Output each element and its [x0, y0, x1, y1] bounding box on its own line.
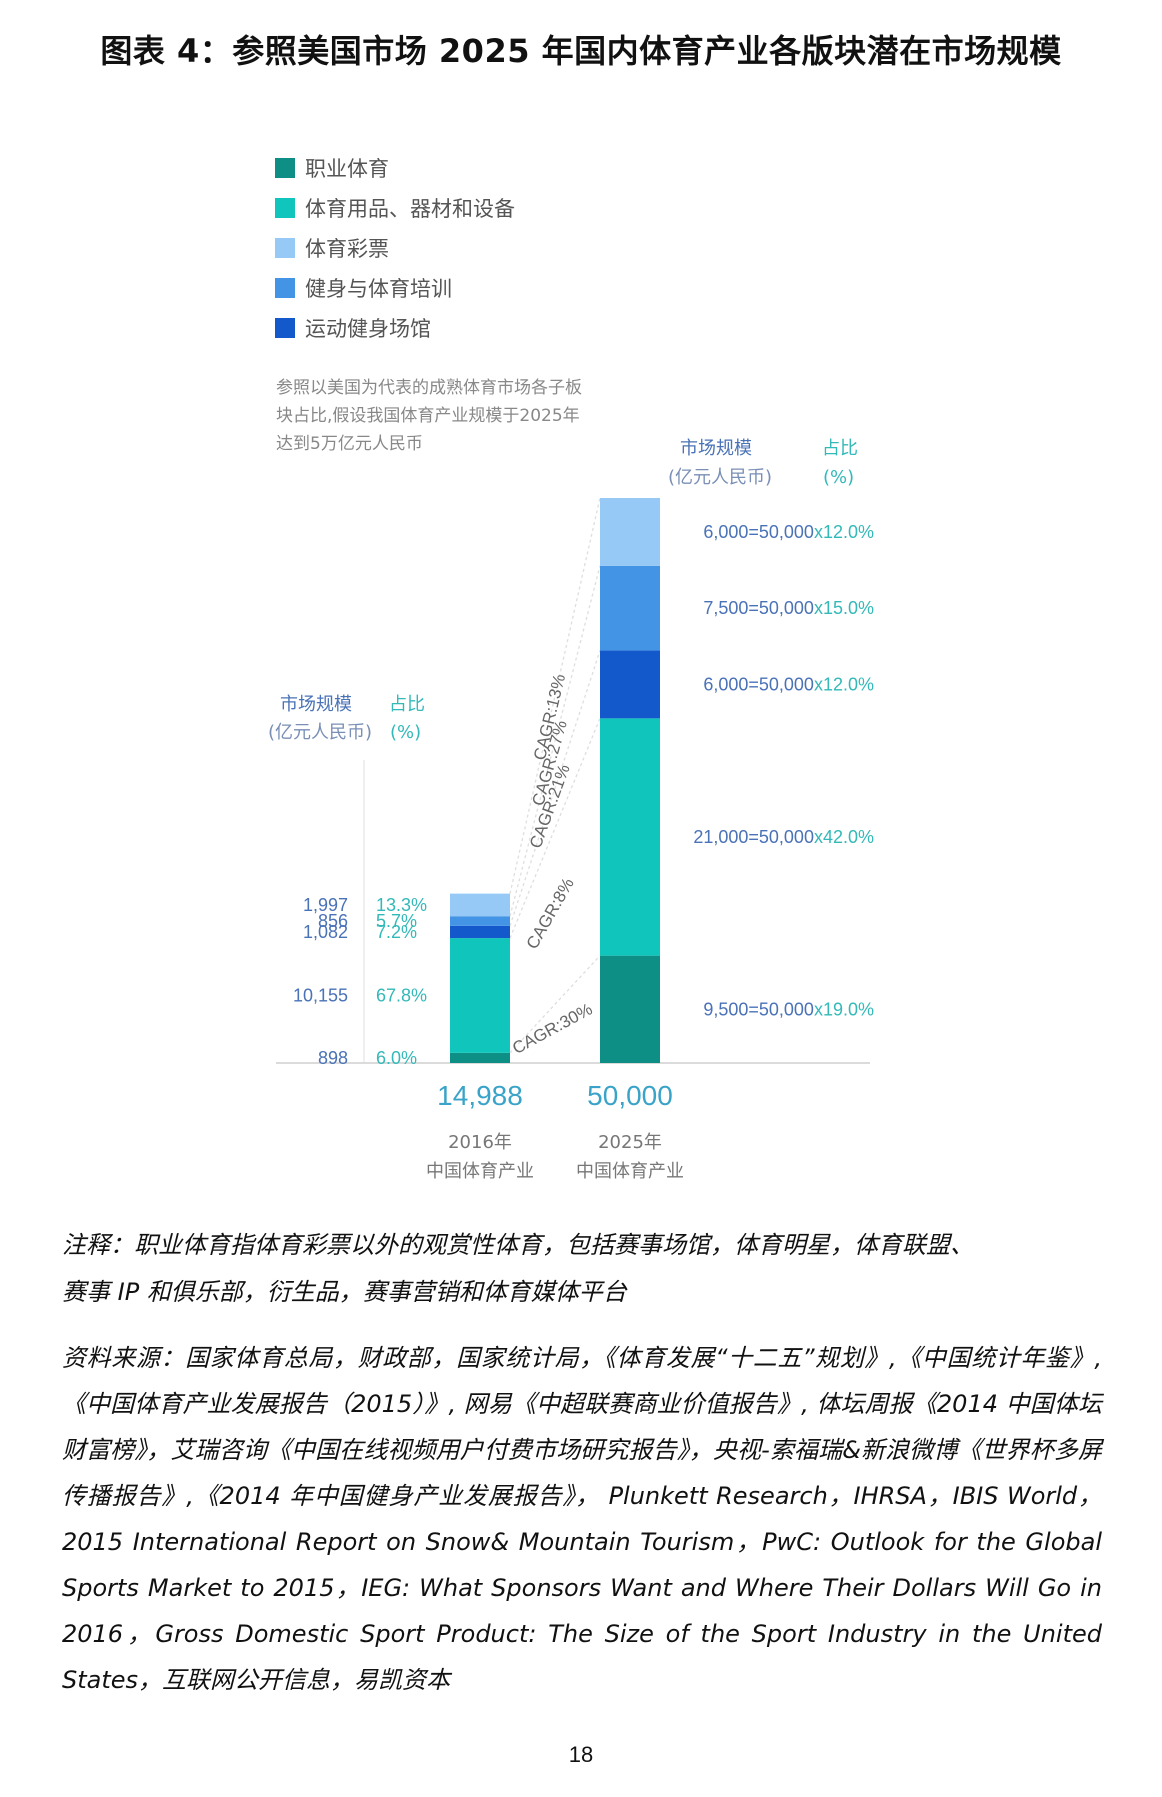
connector-line: [509, 565, 601, 917]
value-label-2016: 1,997: [303, 895, 348, 915]
category-label: 中国体育产业: [576, 1161, 684, 1182]
equation-label-2025: 6,000=50,000x12.0%: [703, 674, 874, 694]
share-label-2016: 67.8%: [376, 985, 427, 1005]
equation-pct: x12.0%: [814, 674, 874, 694]
equation-pct: x12.0%: [814, 522, 874, 542]
category-label: 2025年: [598, 1132, 662, 1153]
header-share-unit-2016: (%): [390, 722, 421, 743]
bar-segment: [600, 565, 660, 651]
bar-segment: [600, 498, 660, 566]
equation-label-2025: 21,000=50,000x42.0%: [693, 827, 874, 847]
note-line: 赛事 IP 和俱乐部，衍生品，赛事营销和体育媒体平台: [62, 1278, 627, 1306]
value-label-2016: 1,082: [303, 922, 348, 942]
legend-swatch: [275, 238, 295, 258]
header-share-2016: 占比: [389, 694, 425, 715]
legend-label: 运动健身场馆: [305, 317, 431, 341]
bar-segment: [600, 955, 660, 1063]
legend-swatch: [275, 278, 295, 298]
connector-line: [509, 955, 601, 1054]
share-label-2016: 7.2%: [376, 922, 417, 942]
equation-part: 6,000=50,000: [703, 674, 814, 694]
equation-pct: x15.0%: [814, 598, 874, 618]
bar-segment: [450, 916, 510, 926]
bar-segment: [450, 925, 510, 939]
legend-swatch: [275, 318, 295, 338]
assumption-line: 参照以美国为代表的成熟体育市场各子板: [276, 377, 582, 398]
header-market-size-2025: 市场规模: [680, 438, 752, 459]
assumption-line: 达到5万亿元人民币: [276, 434, 423, 454]
equation-pct: x19.0%: [814, 999, 874, 1019]
legend-swatch: [275, 158, 295, 178]
connector-line: [509, 650, 601, 927]
legend-swatch: [275, 198, 295, 218]
share-label-2016: 5.7%: [376, 911, 417, 931]
header-market-unit-2025: (亿元人民币): [668, 467, 772, 488]
total-label: 14,988: [437, 1080, 523, 1111]
equation-pct: x42.0%: [814, 827, 874, 847]
page-title: 图表 4：参照美国市场 2025 年国内体育产业各版块潜在市场规模: [100, 32, 1062, 70]
header-share-2025: 占比: [822, 438, 858, 459]
equation-part: 21,000=50,000: [693, 827, 814, 847]
bar-segment: [450, 938, 510, 1053]
value-label-2016: 10,155: [293, 985, 348, 1005]
column-headers: 市场规模 (亿元人民币) 占比 (%) 市场规模 (亿元人民币) 占比 (%): [268, 438, 858, 743]
chart-axes: [276, 760, 870, 1064]
header-market-unit-2016: (亿元人民币): [268, 722, 372, 743]
category-label: 中国体育产业: [426, 1161, 534, 1182]
equation-label-2025: 9,500=50,000x19.0%: [703, 999, 874, 1019]
header-market-size-2016: 市场规模: [280, 694, 352, 715]
equation-part: 6,000=50,000: [703, 522, 814, 542]
data-labels: 898 6.0% 9,500=50,000x19.0% 10,155 67.8% 21,0…: [293, 522, 874, 1068]
equation-label-2025: 7,500=50,000x15.0%: [703, 598, 874, 618]
bar-segment: [450, 893, 510, 917]
bar-segment: [450, 1052, 510, 1063]
cagr-connectors: CAGR:30%CAGR:8%CAGR:21%CAGR:27%CAGR:13%: [509, 497, 601, 1059]
assumption-line: 块占比,假设我国体育产业规模于2025年: [276, 406, 580, 426]
legend-label: 体育彩票: [305, 237, 389, 261]
value-label-2016: 898: [318, 1048, 348, 1068]
equation-part: 9,500=50,000: [703, 999, 814, 1019]
bar-segment: [600, 650, 660, 719]
assumption-note: 参照以美国为代表的成熟体育市场各子板块占比,假设我国体育产业规模于2025年达到…: [276, 377, 582, 454]
bar-segment: [600, 718, 660, 956]
header-share-unit-2025: (%): [823, 467, 854, 488]
equation-part: 7,500=50,000: [703, 598, 814, 618]
page-number: 18: [568, 1742, 594, 1767]
equation-label-2025: 6,000=50,000x12.0%: [703, 522, 874, 542]
category-label: 2016年: [448, 1132, 512, 1153]
connector-line: [509, 497, 601, 894]
bars: [450, 498, 660, 1063]
note-line: 注释：职业体育指体育彩票以外的观赏性体育，包括赛事场馆，体育明星，体育联盟、: [62, 1231, 974, 1259]
legend-label: 体育用品、器材和设备: [305, 197, 515, 221]
value-label-2016: 856: [318, 911, 348, 931]
chart-note: 注释：职业体育指体育彩票以外的观赏性体育，包括赛事场馆，体育明星，体育联盟、 赛…: [62, 1222, 1102, 1316]
source-text: 资料来源：国家体育总局，财政部，国家统计局，《体育发展“十二五”规划》,《中国统…: [62, 1344, 1102, 1694]
cagr-label: CAGR:30%: [509, 1000, 595, 1059]
share-label-2016: 13.3%: [376, 895, 427, 915]
total-label: 50,000: [587, 1080, 673, 1111]
legend-label: 健身与体育培训: [305, 277, 452, 301]
share-label-2016: 6.0%: [376, 1048, 417, 1068]
legend-label: 职业体育: [305, 157, 389, 181]
